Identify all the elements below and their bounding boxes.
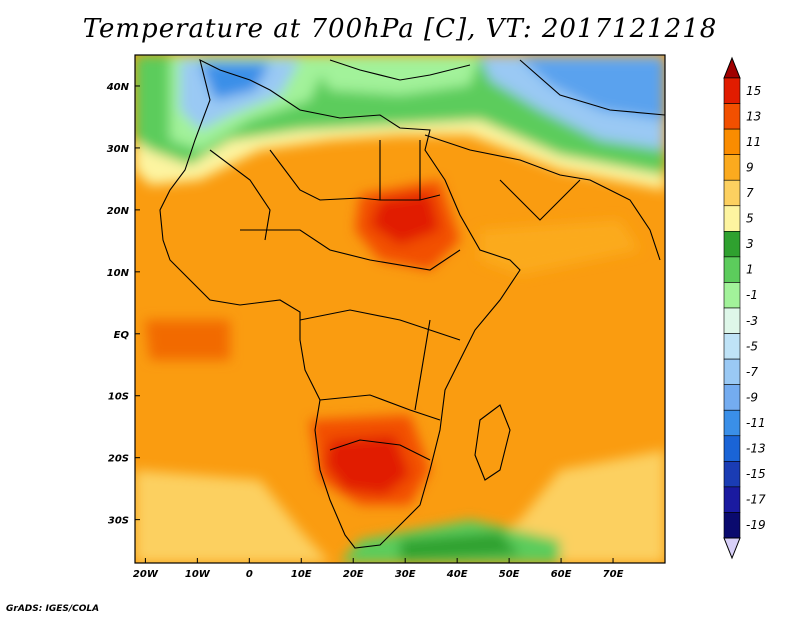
colorbar-label: 9 (746, 160, 754, 174)
colorbar-label: 7 (746, 186, 754, 200)
lat-label: 30S (108, 516, 129, 527)
colorbar-label: -5 (746, 339, 758, 353)
colorbar-swatch (723, 307, 741, 334)
lon-label: 60E (551, 569, 572, 580)
colorbar-swatch (723, 231, 741, 258)
lon-label: 0 (246, 569, 253, 580)
lon-label: 10E (291, 569, 312, 580)
colorbar-label: -17 (746, 493, 766, 507)
lat-label: 10S (108, 392, 129, 403)
colorbar-swatch (723, 358, 741, 385)
colorbar-swatch (723, 409, 741, 437)
colorbar-label: 3 (746, 237, 754, 251)
axis-ticks: 20W 10W 0 10E 20E 30E 40E 50E 60E 70E 40N 30N 20N 10N… (106, 82, 624, 580)
colorbar-label: 15 (746, 84, 761, 98)
colorbar-swatch (723, 333, 741, 360)
lat-label: EQ (114, 330, 130, 341)
colorbar-swatch (723, 128, 741, 155)
colorbar-swatch (723, 179, 741, 207)
temperature-field (135, 55, 665, 563)
colorbar-swatch (723, 461, 741, 488)
colorbar-label: -3 (746, 314, 758, 328)
colorbar-swatch (723, 77, 741, 104)
map-frame (134, 54, 666, 564)
lat-label: 10N (107, 268, 130, 279)
colorbar-swatch (723, 103, 741, 130)
colorbar-top-triangle (723, 56, 741, 79)
colorbar-swatch (723, 282, 741, 309)
colorbar-swatch (723, 384, 741, 411)
colorbar-label: -19 (746, 518, 766, 532)
lon-label: 70E (603, 569, 624, 580)
coastlines (159, 58, 665, 549)
colorbar-label: 1 (746, 263, 754, 277)
footer-credit: GrADS: IGES/COLA (6, 604, 100, 614)
lat-label: 40N (106, 82, 130, 93)
colorbar-bottom-triangle (723, 537, 741, 560)
lat-label: 20N (107, 206, 130, 217)
colorbar-label: 5 (746, 212, 754, 226)
colorbar-swatch (723, 256, 741, 283)
lon-label: 20W (133, 569, 159, 580)
colorbar-swatch (723, 435, 741, 462)
lon-label: 40E (446, 569, 468, 580)
colorbar-swatch (723, 486, 741, 513)
colorbar-label: -13 (746, 442, 766, 456)
lat-label: 30N (107, 144, 130, 155)
colorbar-label: -9 (746, 390, 758, 404)
colorbar: 15 13 11 9 7 5 3 1 -1 -3 -5 -7 -9 -11 -13 -15 -17 -19 (723, 56, 766, 560)
lon-label: 30E (395, 569, 416, 580)
colorbar-label: 13 (746, 109, 761, 123)
colorbar-swatch (723, 205, 741, 232)
colorbar-label: -15 (746, 467, 766, 481)
map-title: Temperature at 700hPa [C], VT: 201712121… (82, 14, 718, 44)
colorbar-label: -1 (746, 288, 758, 302)
lon-label: 10W (185, 569, 211, 580)
colorbar-label: -11 (746, 416, 766, 430)
lon-label: 50E (499, 569, 520, 580)
colorbar-swatch (723, 512, 741, 539)
colorbar-label: 11 (746, 135, 761, 149)
colorbar-swatch (723, 154, 741, 181)
lat-label: 20S (108, 454, 129, 465)
colorbar-label: -7 (746, 365, 758, 379)
lon-label: 20E (343, 569, 364, 580)
